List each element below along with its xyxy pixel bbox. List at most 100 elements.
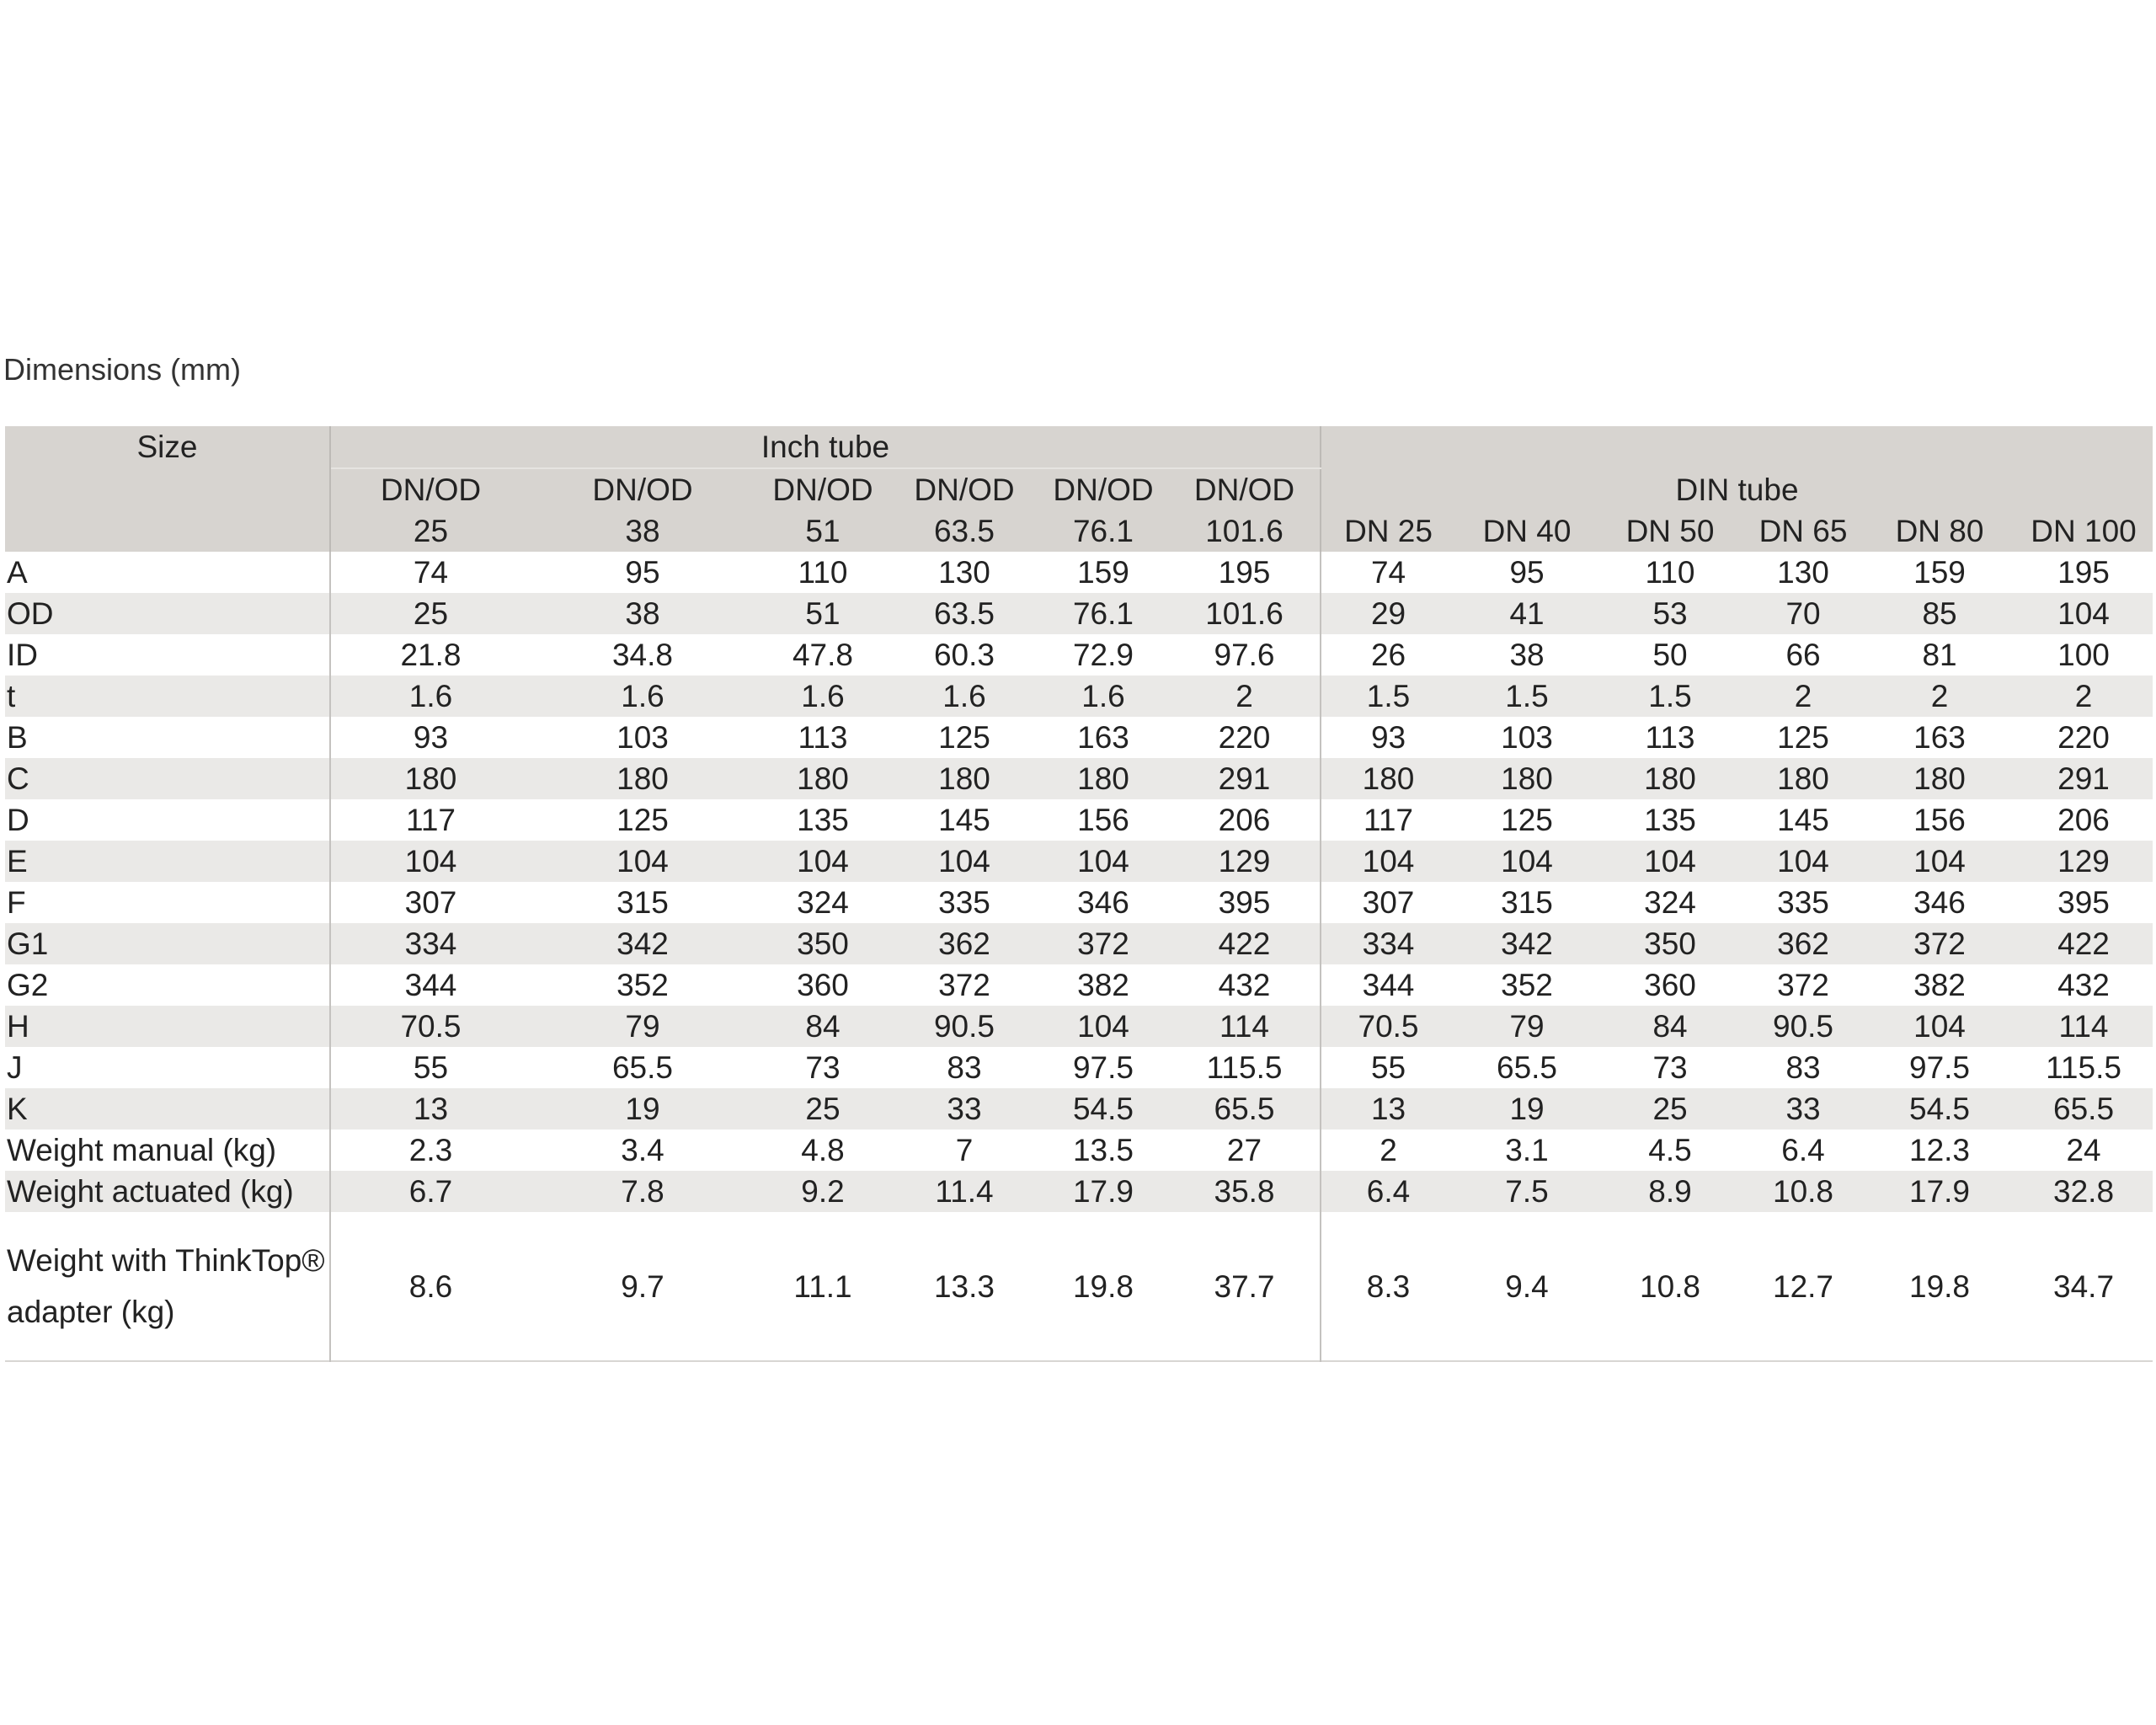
table-cell: 27 [1226, 1133, 1262, 1167]
table-cell: 372 [1777, 968, 1829, 1002]
table-cell: 76.1 [1038, 593, 1169, 634]
table-cell: 195 [2057, 555, 2110, 590]
table-cell: 101.6 [1169, 593, 1321, 634]
table-cell: 315 [616, 885, 669, 920]
table-cell: 220 [2057, 720, 2110, 755]
row-label: t [5, 676, 331, 717]
table-cell: 33 [1742, 1088, 1865, 1130]
table-cell: 135 [1644, 803, 1696, 837]
table-cell: 7.8 [531, 1171, 755, 1212]
row-label: ID [5, 634, 331, 676]
table-cell: 104 [1865, 1006, 2015, 1047]
table-cell: 145 [1777, 803, 1829, 837]
size-header: Size [5, 426, 331, 552]
table-cell: 13.5 [1072, 1133, 1134, 1167]
table-cell: 9.2 [755, 1171, 891, 1212]
table-cell: 10.8 [1640, 1268, 1701, 1304]
table-cell: 34.7 [2053, 1268, 2115, 1304]
table-cell: 135 [797, 803, 849, 837]
table-cell: 12.3 [1909, 1133, 1971, 1167]
inch-column-header-top: DN/OD [1169, 468, 1322, 510]
row-label: E [5, 841, 331, 882]
table-cell: 70.5 [1320, 1006, 1456, 1047]
table-cell: 104 [1455, 841, 1599, 882]
table-cell: 2.3 [408, 1133, 453, 1167]
table-cell: 65.5 [1497, 1050, 1558, 1085]
table-cell: 19.8 [1909, 1268, 1971, 1304]
row-label: Weight actuated (kg) [5, 1171, 331, 1212]
table-cell: 180 [1598, 758, 1742, 799]
table-cell: 104 [891, 841, 1038, 882]
table-cell: 25 [755, 1088, 891, 1130]
table-cell: 13.3 [933, 1268, 995, 1304]
row-label: A [5, 552, 331, 593]
table-cell: 54.5 [1865, 1088, 2015, 1130]
table-cell: 180 [1038, 758, 1169, 799]
table-cell: 65.5 [2015, 1088, 2153, 1130]
table-cell: 9.7 [621, 1268, 664, 1304]
table-cell: 395 [2057, 885, 2110, 920]
table-cell: 29 [1320, 593, 1456, 634]
row-label: Weight manual (kg) [5, 1130, 331, 1171]
table-cell: 97.5 [1072, 1050, 1134, 1085]
table-cell: 382 [1913, 968, 1966, 1002]
table-cell: 97.5 [1909, 1050, 1971, 1085]
table-cell: 307 [1320, 882, 1456, 923]
table-cell: 55 [413, 1050, 449, 1085]
table-cell: 206 [2057, 803, 2110, 837]
row-label: Weight with ThinkTop® adapter (kg) [5, 1212, 331, 1361]
table-cell: 74 [1320, 552, 1456, 593]
table-cell: 2 [2015, 676, 2153, 717]
inch-column-header-top: DN/OD [330, 468, 531, 510]
table-cell: 1.6 [755, 676, 891, 717]
table-cell: 41 [1455, 593, 1599, 634]
table-cell: 38 [1509, 638, 1545, 672]
table-cell: 344 [404, 968, 457, 1002]
din-tube-group-header: DIN tube [1320, 426, 2153, 510]
table-cell: 350 [1598, 923, 1742, 964]
table-cell: 145 [938, 803, 990, 837]
table-row: G1 334 342 350 362 372 422 334 342 350 362 372 422 [5, 923, 2153, 964]
dimensions-table: Size Inch tube DIN tube DN/OD DN/OD DN/OD D… [5, 426, 2153, 1362]
table-cell: 83 [947, 1050, 982, 1085]
table-cell: 97.6 [1214, 638, 1275, 672]
table-cell: 34.8 [611, 638, 673, 672]
table-cell: 335 [1777, 885, 1829, 920]
table-cell: 130 [938, 555, 990, 590]
table-cell: 25 [1598, 1088, 1742, 1130]
table-cell: 73 [805, 1050, 841, 1085]
table-cell: 113 [798, 720, 848, 755]
table-cell: 84 [755, 1006, 891, 1047]
table-cell: 85 [1865, 593, 2015, 634]
table-cell: 84 [1598, 1006, 1742, 1047]
din-column-header: DN 50 [1598, 510, 1742, 552]
table-cell: 220 [1218, 720, 1271, 755]
table-row: G2 344 352 360 372 382 432 344 352 360 372 382 432 [5, 964, 2153, 1006]
din-column-header: DN 25 [1320, 510, 1456, 552]
table-cell: 7 [955, 1133, 974, 1167]
table-cell: 104 [1742, 841, 1865, 882]
table-cell: 104 [2015, 593, 2153, 634]
table-cell: 103 [616, 720, 669, 755]
table-cell: 156 [1077, 803, 1129, 837]
table-cell: 307 [404, 885, 457, 920]
table-cell: 19 [531, 1088, 755, 1130]
table-cell: 117 [1320, 799, 1456, 841]
table-cell: 362 [1742, 923, 1865, 964]
table-cell: 130 [1777, 555, 1829, 590]
table-cell: 125 [1777, 720, 1829, 755]
inch-column-header-size: 101.6 [1169, 510, 1322, 552]
row-label: K [5, 1088, 331, 1130]
table-cell: 1.6 [531, 676, 755, 717]
table-cell: 115.5 [2046, 1050, 2121, 1085]
table-cell: 17.9 [1038, 1171, 1169, 1212]
table-cell: 104 [1865, 841, 2015, 882]
table-row: C 180 180 180 180 180 291 180 180 180 180 180 291 [5, 758, 2153, 799]
table-cell: 104 [1038, 1006, 1169, 1047]
table-cell: 125 [616, 803, 669, 837]
table-title: Dimensions (mm) [3, 352, 242, 387]
table-cell: 6.7 [330, 1171, 531, 1212]
table-cell: 2 [1169, 676, 1321, 717]
table-cell: 25 [330, 593, 531, 634]
table-cell: 180 [891, 758, 1038, 799]
